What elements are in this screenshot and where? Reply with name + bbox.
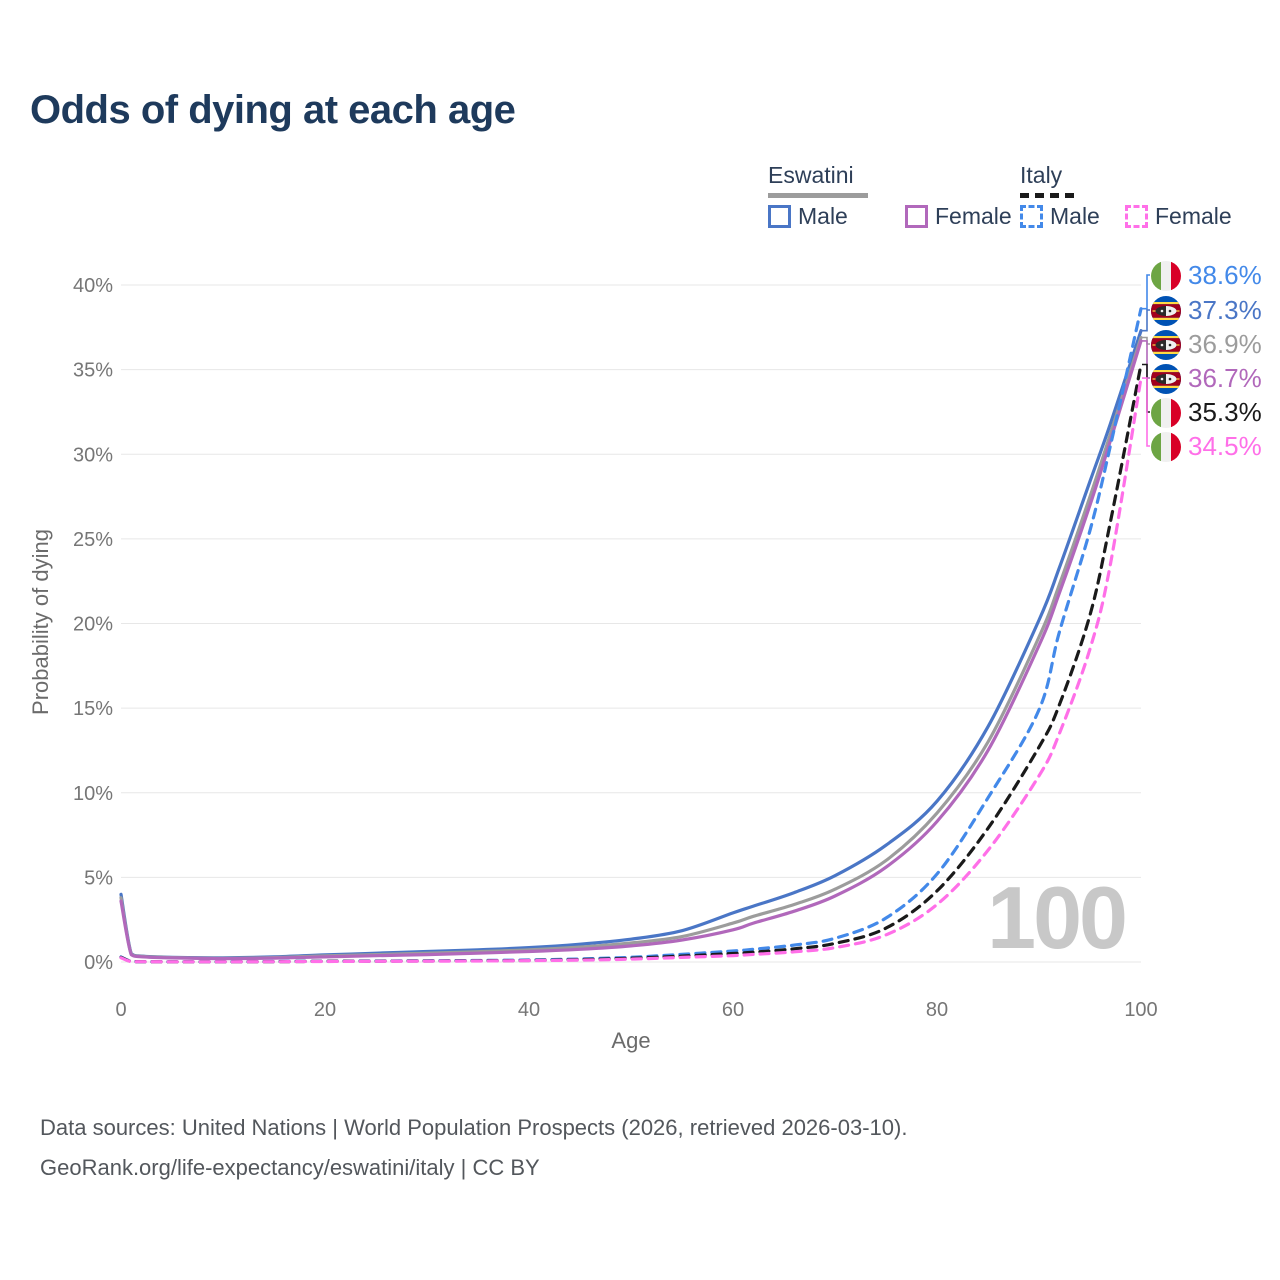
series-line-italy-female bbox=[119, 376, 1143, 964]
legend-group-italy: Italy bbox=[1020, 162, 1063, 188]
italy-female-swatch-icon[interactable] bbox=[1125, 205, 1148, 228]
y-tick-label: 25% bbox=[73, 529, 113, 551]
x-tick-label: 40 bbox=[518, 999, 540, 1021]
age-counter-watermark: 100 bbox=[987, 868, 1125, 967]
end-label-connector bbox=[1142, 377, 1150, 447]
footer-attribution: GeoRank.org/life-expectancy/eswatini/ita… bbox=[40, 1155, 540, 1180]
x-tick-label: 0 bbox=[115, 999, 126, 1021]
footer: Data sources: United Nations | World Pop… bbox=[40, 1108, 907, 1188]
legend-item-label: Male bbox=[798, 203, 848, 229]
eswatini-female-swatch-icon[interactable] bbox=[905, 205, 928, 228]
x-tick-label: 60 bbox=[722, 999, 744, 1021]
y-tick-label: 20% bbox=[73, 614, 113, 636]
legend-item-eswatini-female[interactable]: Female bbox=[905, 203, 1012, 230]
y-tick-label: 40% bbox=[73, 275, 113, 297]
y-tick-label: 5% bbox=[84, 867, 113, 889]
x-tick-label: 20 bbox=[314, 999, 336, 1021]
y-tick-label: 0% bbox=[84, 952, 113, 974]
series-line-eswatini-female bbox=[119, 339, 1143, 961]
legend-item-eswatini-male[interactable]: Male bbox=[768, 203, 848, 230]
y-tick-label: 30% bbox=[73, 444, 113, 466]
legend-group-eswatini: Eswatini bbox=[768, 162, 854, 188]
end-label-connector bbox=[1142, 309, 1150, 332]
legend-item-label: Female bbox=[935, 203, 1012, 229]
page-title: Odds of dying at each age bbox=[30, 88, 516, 132]
italy-male-swatch-icon[interactable] bbox=[1020, 205, 1043, 228]
legend-underline-eswatini bbox=[768, 193, 868, 198]
y-tick-label: 10% bbox=[73, 783, 113, 805]
y-axis-title: Probability of dying bbox=[28, 529, 53, 715]
end-label-connector bbox=[1142, 340, 1150, 379]
legend-item-italy-female[interactable]: Female bbox=[1125, 203, 1232, 230]
series-line-eswatini-male bbox=[119, 329, 1143, 960]
end-label-connector bbox=[1142, 274, 1150, 310]
x-tick-label: 80 bbox=[926, 999, 948, 1021]
series-line-italy-male bbox=[119, 307, 1143, 964]
legend-item-label: Male bbox=[1050, 203, 1100, 229]
legend-item-label: Female bbox=[1155, 203, 1232, 229]
legend-item-italy-male[interactable]: Male bbox=[1020, 203, 1100, 230]
eswatini-male-swatch-icon[interactable] bbox=[768, 205, 791, 228]
series-line-eswatini bbox=[119, 335, 1143, 960]
y-tick-label: 15% bbox=[73, 698, 113, 720]
x-tick-label: 100 bbox=[1124, 999, 1157, 1021]
y-tick-label: 35% bbox=[73, 360, 113, 382]
legend-underline-italy bbox=[1020, 193, 1074, 198]
x-axis-title: Age bbox=[611, 1028, 650, 1053]
end-label-connector bbox=[1142, 363, 1150, 413]
footer-data-sources: Data sources: United Nations | World Pop… bbox=[40, 1115, 908, 1140]
